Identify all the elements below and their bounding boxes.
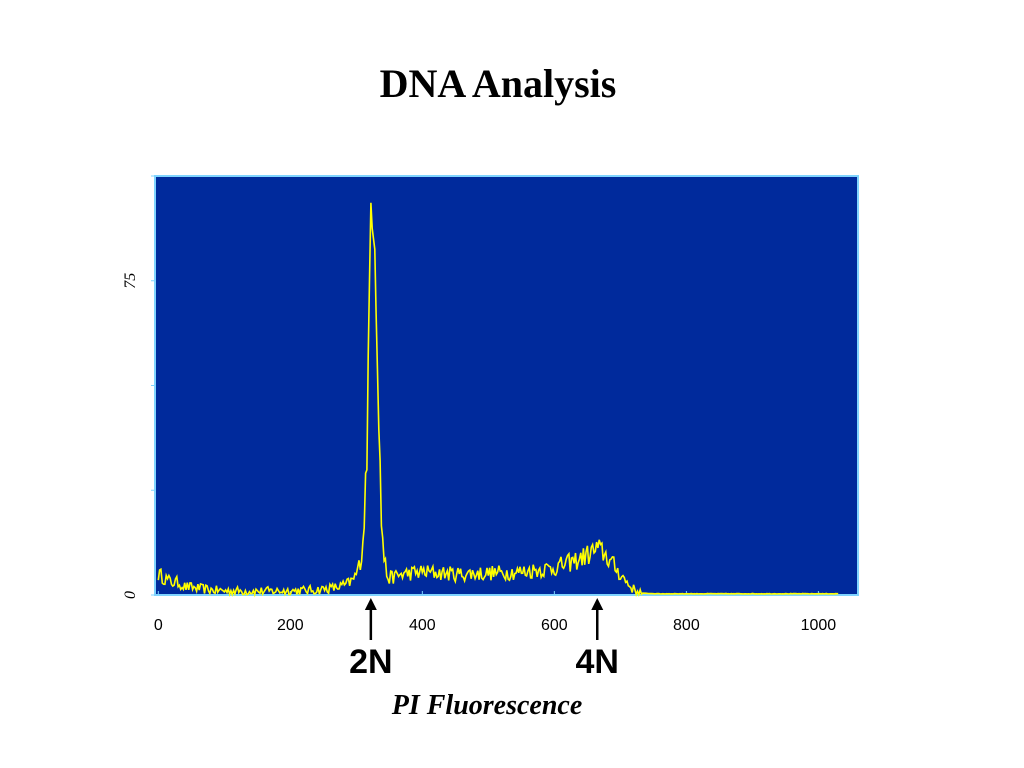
y-tick-label: 0	[122, 591, 139, 599]
x-axis: 0 200 400 600 800 1000	[154, 591, 836, 634]
histogram-line	[157, 202, 839, 598]
x-tick-label: 0	[154, 617, 163, 634]
x-tick-label: 600	[541, 617, 568, 634]
x-tick-label: 400	[409, 617, 436, 634]
chart-title: DNA Analysis	[379, 61, 617, 106]
x-tick-label: 1000	[801, 617, 837, 634]
marker-label: 2N	[349, 643, 392, 681]
ploidy-markers: 2N 4N	[349, 598, 619, 681]
x-tick-label: 800	[673, 617, 700, 634]
marker-2n: 2N	[349, 598, 393, 681]
marker-arrow-head	[591, 598, 604, 610]
y-tick-label: 75	[122, 273, 139, 289]
x-axis-label: PI Fluorescence	[391, 690, 583, 721]
plot-area	[154, 175, 859, 596]
marker-label: 4N	[576, 643, 619, 681]
marker-arrow-head	[364, 598, 377, 610]
y-axis: 0 75	[122, 175, 155, 599]
marker-4n: 4N	[576, 598, 619, 681]
x-tick-label: 200	[277, 617, 304, 634]
